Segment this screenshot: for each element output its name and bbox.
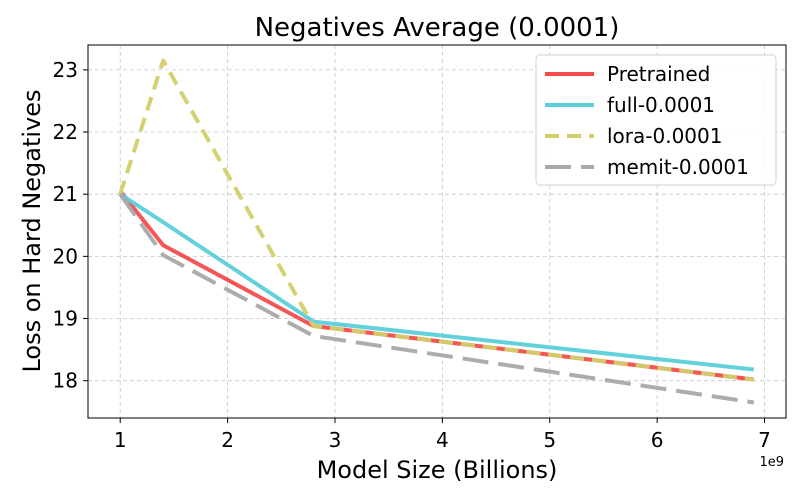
series-layer xyxy=(118,58,755,405)
legend-label: Pretrained xyxy=(607,62,710,86)
x-tick-label: 7 xyxy=(758,428,771,452)
series-line-pretrained xyxy=(118,189,755,382)
y-tick-label: 18 xyxy=(53,369,78,393)
y-tick-label: 19 xyxy=(53,307,78,331)
legend-label: memit-0.0001 xyxy=(607,155,749,179)
x-tick-label: 1 xyxy=(114,428,127,452)
y-tick-label: 20 xyxy=(53,244,78,268)
plot-frame xyxy=(87,44,787,419)
legend: Pretrained full-0.0001 lora-0.0001 memit-0.… xyxy=(535,54,777,186)
y-tick-label: 22 xyxy=(53,120,78,144)
series-line-full-0-0001 xyxy=(119,192,755,372)
x-tick-label: 4 xyxy=(436,428,449,452)
x-tick-label: 3 xyxy=(329,428,342,452)
x-offset-label: 1e9 xyxy=(759,455,784,470)
series-line-lora-0-0001 xyxy=(118,58,755,382)
x-axis-label: Model Size (Billions) xyxy=(317,456,558,484)
y-tick-label: 23 xyxy=(53,58,78,82)
x-tick-label: 2 xyxy=(221,428,234,452)
x-tick-label: 6 xyxy=(651,428,664,452)
series-line-memit-0-0001 xyxy=(118,193,755,405)
legend-label: full-0.0001 xyxy=(607,93,715,117)
legend-box xyxy=(535,54,777,186)
y-axis-ticks: 18 19 20 21 22 23 xyxy=(53,58,88,393)
y-axis-label: Loss on Hard Negatives xyxy=(18,89,46,372)
x-axis-ticks: 1 2 3 4 5 6 7 xyxy=(114,418,771,452)
y-tick-label: 21 xyxy=(53,182,78,206)
legend-label: lora-0.0001 xyxy=(607,124,722,148)
chart-title: Negatives Average (0.0001) xyxy=(255,13,620,43)
x-tick-label: 5 xyxy=(543,428,556,452)
